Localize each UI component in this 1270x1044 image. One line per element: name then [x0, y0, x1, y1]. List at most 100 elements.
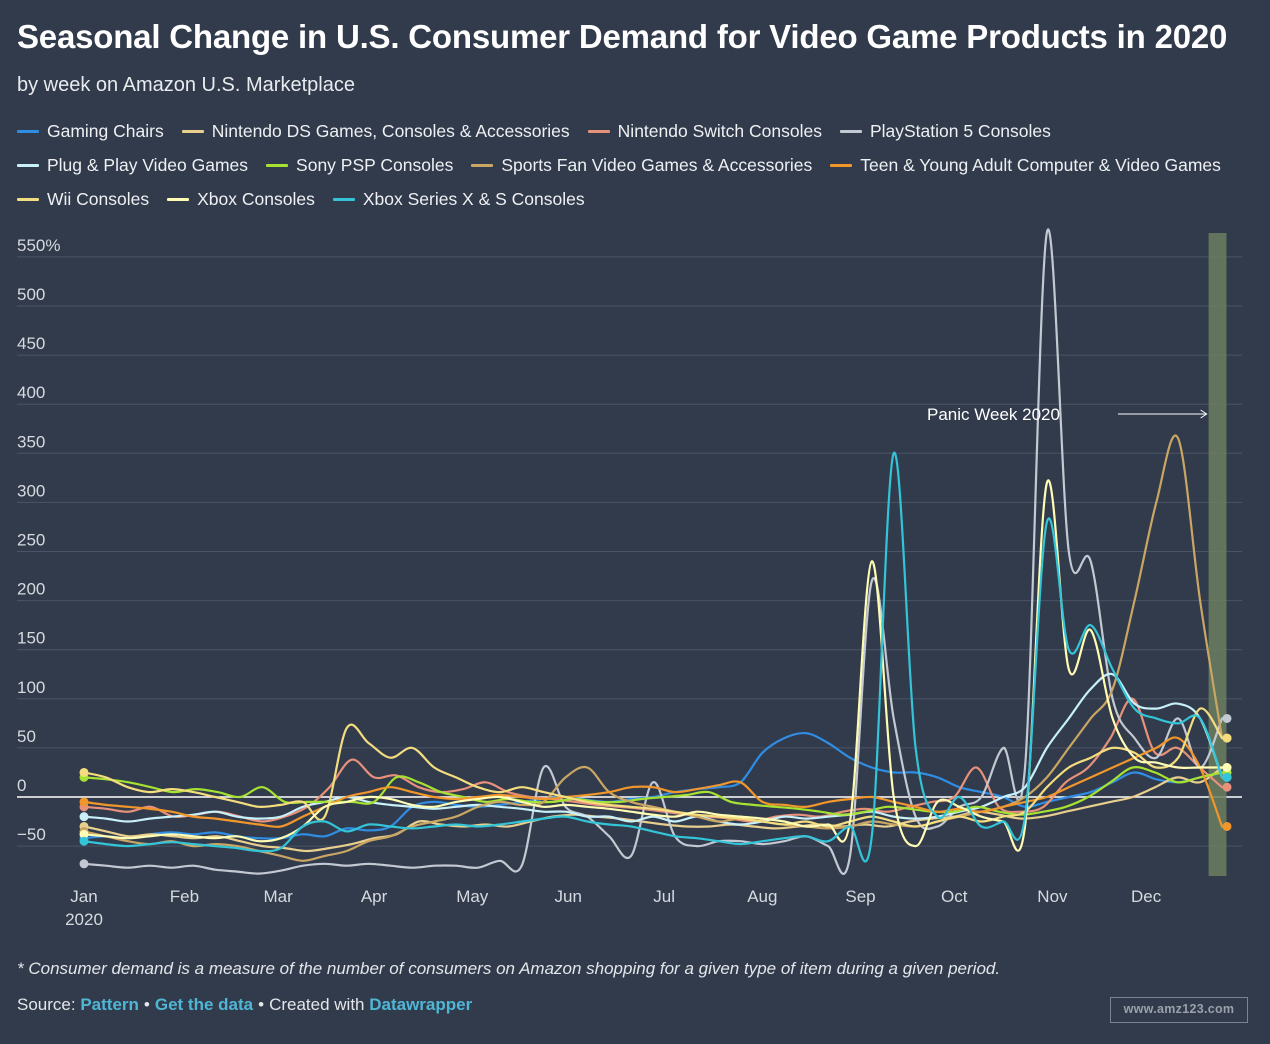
legend-swatch — [587, 129, 610, 133]
datawrapper-link[interactable]: Datawrapper — [369, 995, 473, 1014]
y-tick-label: 0 — [17, 776, 26, 795]
legend-label: Teen & Young Adult Computer & Video Game… — [860, 154, 1221, 175]
legend-swatch — [17, 163, 39, 167]
y-tick-label: 350 — [17, 432, 45, 451]
x-tick-label: Apr — [361, 887, 388, 906]
legend-swatch — [830, 163, 853, 167]
y-tick-label: 50 — [17, 727, 36, 746]
series-line — [82, 707, 1224, 828]
y-tick-label: 400 — [17, 383, 45, 402]
series-start-point — [79, 836, 89, 846]
series-start-point — [79, 797, 89, 807]
legend-item: Xbox Consoles — [167, 188, 315, 210]
x-tick-label: Nov — [1037, 887, 1068, 906]
created-with-text: Created with — [269, 995, 365, 1014]
annotation: Panic Week 2020 — [927, 405, 1208, 424]
x-tick-label: Jan — [70, 887, 97, 906]
series-line — [82, 697, 1224, 823]
series-start-point — [79, 859, 89, 869]
separator: • — [258, 995, 265, 1014]
legend-label: PlayStation 5 Consoles — [869, 120, 1051, 141]
legend-label: Xbox Consoles — [197, 188, 315, 209]
series-line — [82, 766, 1224, 853]
legend-item: Nintendo Switch Consoles — [587, 120, 822, 142]
separator: • — [143, 995, 150, 1014]
annotation-label: Panic Week 2020 — [927, 405, 1060, 424]
chart-title: Seasonal Change in U.S. Consumer Demand … — [17, 18, 1228, 55]
legend-item: Sports Fan Video Games & Accessories — [471, 154, 812, 176]
legend-swatch — [332, 197, 355, 201]
x-tick-label: Sep — [845, 887, 875, 906]
series-line — [82, 766, 1224, 816]
legend-label: Sony PSP Consoles — [296, 154, 454, 175]
legend-item: Nintendo DS Games, Consoles & Accessorie… — [181, 120, 570, 142]
legend-item: Gaming Chairs — [17, 120, 164, 142]
y-tick-label: 100 — [17, 678, 45, 697]
source-line: Source: Pattern • Get the data • Created wit… — [17, 995, 472, 1015]
chart-subtitle: by week on Amazon U.S. Marketplace — [17, 74, 355, 96]
legend-label: Wii Consoles — [47, 188, 150, 209]
legend-item: Wii Consoles — [17, 188, 149, 210]
legend-item: Plug & Play Video Games — [17, 154, 248, 176]
panic-week-band-rect — [1208, 233, 1227, 876]
axes: Jan 2020 Feb Mar Apr May Jun Jul Aug Sep Oct Nov Dec — [65, 887, 1162, 929]
series-end-point — [1222, 713, 1232, 723]
x-tick-label: Jun — [554, 887, 581, 906]
series-end-point — [1222, 763, 1232, 773]
line-chart: −50 0 50 100 150 200 250 300 350 400 450 500 550% Ja… — [17, 228, 1242, 929]
y-tick-label: 300 — [17, 481, 45, 500]
legend-item: Xbox Series X & S Consoles — [332, 188, 585, 210]
y-tick-label: 550% — [17, 236, 60, 255]
y-tick-label: 450 — [17, 334, 45, 353]
legend-swatch — [839, 129, 862, 133]
y-tick-label: 500 — [17, 285, 45, 304]
x-tick-label: May — [456, 887, 489, 906]
end-points — [79, 713, 1232, 869]
series-line — [82, 479, 1224, 852]
legend-swatch — [181, 129, 204, 133]
legend-swatch — [471, 163, 494, 167]
series-end-point — [1222, 782, 1232, 792]
get-data-link[interactable]: Get the data — [154, 995, 254, 1014]
series-lines — [82, 228, 1224, 875]
series-line — [82, 672, 1224, 826]
x-tick-label: Jul — [653, 887, 675, 906]
legend-label: Xbox Series X & S Consoles — [362, 188, 585, 209]
x-tick-sublabel: 2020 — [65, 910, 103, 929]
x-tick-label: Oct — [941, 887, 968, 906]
legend-item: Sony PSP Consoles — [266, 154, 453, 176]
legend-item: PlayStation 5 Consoles — [839, 120, 1051, 142]
grid: −50 0 50 100 150 200 250 300 350 400 450 500 550% — [17, 236, 1242, 847]
series-end-point — [1222, 821, 1232, 831]
y-tick-label: 150 — [17, 629, 45, 648]
x-tick-label: Aug — [747, 887, 777, 906]
x-tick-label: Dec — [1131, 887, 1162, 906]
y-tick-label: 200 — [17, 580, 45, 599]
legend-swatch — [266, 163, 289, 167]
footnote: * Consumer demand is a measure of the nu… — [17, 959, 1001, 978]
legend-label: Sports Fan Video Games & Accessories — [501, 154, 813, 175]
series-start-point — [79, 812, 89, 822]
watermark: www.amz123.com — [1110, 997, 1248, 1023]
annotation-arrow-head — [1200, 409, 1208, 419]
series-start-point — [79, 767, 89, 777]
x-tick-label: Mar — [263, 887, 293, 906]
series-line — [82, 452, 1224, 863]
series-start-point — [79, 829, 89, 839]
legend-label: Plug & Play Video Games — [47, 154, 249, 175]
legend-swatch — [17, 197, 39, 201]
legend: Gaming Chairs Nintendo DS Games, Consoles… — [17, 120, 1257, 210]
y-tick-label: 250 — [17, 531, 45, 550]
source-link[interactable]: Pattern — [80, 995, 139, 1014]
legend-label: Nintendo Switch Consoles — [617, 120, 822, 141]
y-tick-label: −50 — [17, 825, 46, 844]
legend-label: Gaming Chairs — [47, 120, 164, 141]
panic-week-band — [1208, 233, 1227, 876]
series-end-point — [1222, 772, 1232, 782]
legend-item: Teen & Young Adult Computer & Video Game… — [830, 154, 1221, 176]
series-end-point — [1222, 733, 1232, 743]
source-prefix: Source: — [17, 995, 76, 1014]
legend-swatch — [17, 129, 39, 133]
legend-swatch — [167, 197, 190, 201]
legend-label: Nintendo DS Games, Consoles & Accessorie… — [211, 120, 570, 141]
